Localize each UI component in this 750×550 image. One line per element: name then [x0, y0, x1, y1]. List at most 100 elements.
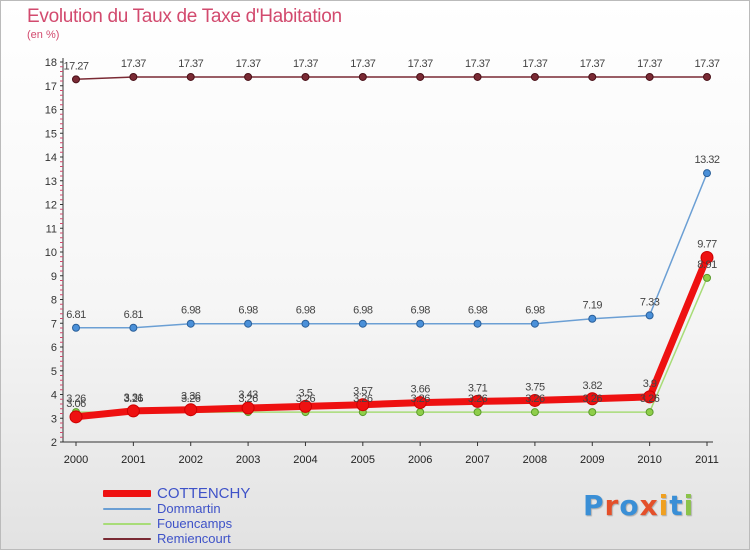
- data-point-dommartin: [301, 319, 310, 328]
- logo-letter: i: [658, 489, 670, 522]
- logo-letter: t: [669, 489, 684, 522]
- x-tick-label: 2007: [465, 454, 489, 466]
- data-point-remiencourt: [244, 72, 253, 81]
- data-label-fouencamps: 3.26: [640, 393, 660, 405]
- x-tick-label: 2003: [236, 454, 260, 466]
- y-tick-label: 3: [51, 413, 57, 425]
- data-label-cottenchy: 3.75: [525, 381, 545, 393]
- data-point-dommartin: [72, 323, 80, 332]
- chart-axes: 2 3 4 5 6 7 8 9 10 11 12 13 14 15 16 17 18 2000 2001 2002 20…: [45, 57, 719, 466]
- data-label-dommartin: 7.19: [583, 300, 603, 312]
- y-tick-label: 6: [51, 342, 57, 354]
- x-tick-label: 2004: [293, 454, 317, 466]
- data-label-fouencamps: 3.26: [296, 393, 316, 405]
- x-tick-label: 2000: [64, 454, 88, 466]
- y-tick-label: 17: [45, 81, 57, 93]
- data-label-dommartin: 6.81: [124, 309, 144, 321]
- data-label-remiencourt: 17.37: [178, 58, 203, 70]
- legend-label: COTTENCHY: [157, 485, 251, 502]
- data-label-fouencamps: 3.26: [583, 393, 603, 405]
- data-label-dommartin: 6.98: [525, 305, 545, 317]
- data-point-fouencamps: [530, 408, 539, 417]
- data-label-fouencamps: 8.91: [697, 259, 717, 271]
- chart-legend: COTTENCHY Dommartin Fouencamps Remiencourt: [103, 486, 343, 546]
- data-point-remiencourt: [645, 72, 654, 81]
- data-point-remiencourt: [72, 75, 80, 84]
- legend-label: Fouencamps: [157, 516, 233, 531]
- x-tick-label: 2005: [351, 454, 375, 466]
- data-point-cottenchy: [241, 401, 255, 415]
- data-label-cottenchy: 3.66: [410, 384, 430, 396]
- data-point-fouencamps: [473, 408, 482, 417]
- data-label-remiencourt: 17.37: [637, 58, 662, 70]
- series-line-remiencourt: [75, 76, 708, 81]
- x-tick-label: 2010: [637, 454, 661, 466]
- legend-item-dommartin: Dommartin: [103, 501, 343, 516]
- y-tick-label: 14: [45, 152, 57, 164]
- series-fouencamps: [72, 273, 711, 417]
- x-tick-label: 2009: [580, 454, 604, 466]
- series-cottenchy: [69, 250, 714, 424]
- chart-title: Evolution du Taux de Taxe d'Habitation: [27, 6, 342, 27]
- data-point-fouencamps: [703, 273, 711, 282]
- series-line-cottenchy: [72, 254, 711, 421]
- data-label-dommartin: 6.98: [410, 305, 430, 317]
- legend-item-cottenchy: COTTENCHY: [103, 486, 343, 501]
- y-tick-label: 16: [45, 105, 57, 117]
- data-label-cottenchy: 3.57: [353, 386, 373, 398]
- data-label-cottenchy: 3.82: [583, 380, 603, 392]
- data-label-dommartin: 6.98: [353, 305, 373, 317]
- data-label-dommartin: 6.98: [181, 305, 201, 317]
- legend-swatch: [103, 538, 151, 540]
- chart-data-labels: 3.26 3.26 3.26 3.26 3.26 3.26 3.26 3.26 3.26 3.26…: [63, 58, 720, 410]
- data-label-cottenchy: 3.43: [238, 389, 258, 401]
- data-point-remiencourt: [703, 72, 711, 81]
- data-label-remiencourt: 17.37: [522, 58, 547, 70]
- data-point-dommartin: [473, 319, 482, 328]
- y-tick-label: 8: [51, 295, 57, 307]
- data-label-remiencourt: 17.37: [121, 58, 146, 70]
- data-point-dommartin: [588, 314, 597, 323]
- data-point-remiencourt: [473, 72, 482, 81]
- data-point-dommartin: [703, 169, 711, 178]
- data-point-remiencourt: [530, 72, 539, 81]
- legend-label: Dommartin: [157, 501, 221, 516]
- y-tick-label: 10: [45, 247, 57, 259]
- legend-item-fouencamps: Fouencamps: [103, 516, 343, 531]
- logo-letter: i: [683, 489, 695, 522]
- data-point-remiencourt: [186, 72, 195, 81]
- x-tick-label: 2011: [695, 454, 719, 466]
- data-label-remiencourt: 17.37: [236, 58, 261, 70]
- data-label-dommartin: 6.98: [468, 305, 488, 317]
- data-point-remiencourt: [358, 72, 367, 81]
- data-point-remiencourt: [416, 72, 425, 81]
- data-point-cottenchy: [471, 394, 485, 408]
- legend-swatch: [103, 523, 151, 525]
- y-tick-label: 12: [45, 200, 57, 212]
- data-point-remiencourt: [301, 72, 310, 81]
- data-label-remiencourt: 17.37: [694, 58, 719, 70]
- data-label-remiencourt: 17.37: [580, 58, 605, 70]
- data-point-cottenchy: [69, 410, 83, 424]
- y-tick-label: 7: [51, 318, 57, 330]
- data-label-fouencamps: 3.26: [410, 393, 430, 405]
- data-label-remiencourt: 17.37: [350, 58, 375, 70]
- data-label-fouencamps: 3.26: [124, 393, 144, 405]
- data-label-cottenchy: 3.5: [299, 387, 313, 399]
- data-point-fouencamps: [588, 408, 597, 417]
- data-point-dommartin: [186, 319, 195, 328]
- legend-swatch: [103, 508, 151, 510]
- data-point-cottenchy: [184, 403, 198, 417]
- y-tick-label: 13: [45, 176, 57, 188]
- y-tick-label: 4: [51, 390, 57, 402]
- data-label-remiencourt: 17.37: [293, 58, 318, 70]
- x-tick-label: 2008: [523, 454, 547, 466]
- data-point-dommartin: [645, 311, 654, 320]
- data-label-dommartin: 6.98: [296, 305, 316, 317]
- data-point-cottenchy: [700, 250, 714, 264]
- data-point-cottenchy: [126, 404, 140, 418]
- series-line-fouencamps: [75, 277, 708, 413]
- data-label-dommartin: 6.98: [238, 305, 258, 317]
